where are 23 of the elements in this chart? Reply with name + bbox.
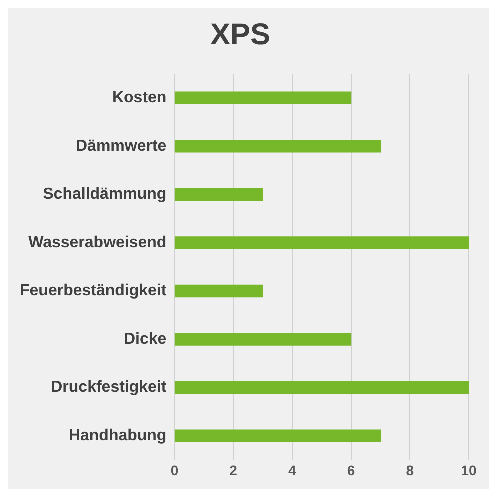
bar <box>174 236 469 250</box>
x-tick-label: 2 <box>230 462 238 478</box>
bar <box>174 188 264 202</box>
bar <box>174 92 352 104</box>
x-tick-label: 4 <box>288 462 297 478</box>
y-tick-label: Dicke <box>124 330 167 348</box>
x-tick-label: 8 <box>406 462 414 478</box>
bar <box>174 140 382 153</box>
bar <box>174 284 264 298</box>
x-tick-label: 0 <box>170 462 179 478</box>
y-tick-label: Schalldämmung <box>43 186 167 204</box>
bar <box>174 381 469 394</box>
y-tick-label: Feuerbeständigkeit <box>20 282 168 300</box>
x-tick-label: 10 <box>461 462 477 478</box>
y-tick-label: Handhabung <box>68 427 167 444</box>
bar <box>174 430 382 442</box>
bar <box>174 333 352 346</box>
x-tick-label: 6 <box>347 462 356 478</box>
y-tick-label: Wasserabweisend <box>28 234 167 252</box>
y-tick-label: Kosten <box>112 90 167 107</box>
y-tick-label: Druckfestigkeit <box>51 379 168 396</box>
y-tick-label: Dämmwerte <box>76 138 167 155</box>
chart-title: XPS <box>210 18 271 52</box>
